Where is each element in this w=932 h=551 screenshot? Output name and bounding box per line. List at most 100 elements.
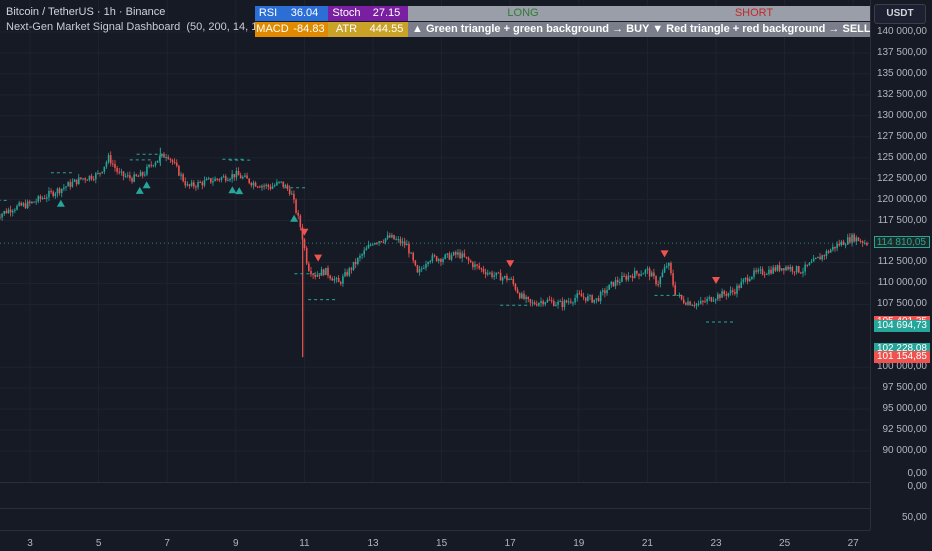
candle-body [834, 246, 836, 249]
candle-body [371, 244, 374, 246]
candle-body [459, 252, 461, 259]
candle-body [246, 175, 248, 179]
candle-body [832, 246, 834, 250]
buy-signal-triangle [142, 181, 151, 189]
candle-body [821, 255, 823, 260]
candle-body [97, 172, 99, 174]
candle-body [446, 253, 449, 255]
candle-body [710, 297, 713, 302]
price-axis-label: 140 000,00 [876, 26, 927, 37]
atr-label: ATR [328, 22, 365, 37]
buy-signal-triangle [56, 199, 65, 207]
candle-body [778, 265, 781, 271]
candle-body [282, 181, 285, 187]
candle-body [508, 279, 510, 281]
candle-body [429, 261, 432, 263]
candle-body [303, 239, 306, 249]
candle-body [88, 175, 91, 180]
currency-selector[interactable]: USDT [874, 4, 926, 24]
candle-body [237, 171, 240, 176]
candle-body [286, 185, 289, 189]
candle-body [631, 275, 634, 279]
rsi-label: RSI [255, 6, 281, 21]
candle-body [501, 277, 504, 281]
candle-body [653, 272, 655, 277]
candle-body [342, 276, 344, 284]
sell-signal-triangle [506, 260, 515, 268]
candle-body [793, 271, 796, 273]
candle-body [619, 281, 621, 283]
candle-body [770, 269, 772, 274]
candle-body [361, 254, 363, 256]
candle-body [352, 261, 355, 270]
candle-body [721, 291, 723, 298]
price-axis-label: 112 500,00 [877, 256, 927, 268]
candle-body [339, 282, 342, 284]
buy-signal-triangle [228, 186, 237, 194]
candle-body [665, 265, 668, 268]
symbol-title[interactable]: Bitcoin / TetherUS · 1h · Binance [6, 6, 166, 18]
candle-body [131, 178, 133, 182]
candle-body [476, 264, 478, 266]
candle-body [604, 290, 606, 294]
price-chart[interactable] [0, 0, 870, 530]
candle-body [506, 275, 508, 280]
candle-body [84, 178, 86, 180]
buy-signal-triangle [235, 187, 244, 195]
indicator-name[interactable]: Next-Gen Market Signal Dashboard [6, 21, 181, 33]
candle-body [63, 187, 65, 189]
candle-body [197, 182, 199, 188]
sell-signal-triangle [314, 254, 323, 262]
candle-body [804, 264, 806, 272]
pane-divider[interactable] [0, 508, 870, 509]
candle-body [214, 178, 216, 182]
candle-body [633, 270, 636, 279]
candle-body [523, 293, 525, 299]
candle-body [840, 241, 843, 246]
candle-body [150, 164, 152, 166]
candle-body [346, 272, 348, 276]
candle-body [146, 166, 148, 175]
candle-body [86, 179, 89, 181]
candle-body [440, 259, 442, 263]
candle-body [388, 235, 391, 238]
candle-body [173, 162, 176, 164]
candle-body [333, 278, 336, 281]
candle-body [706, 298, 708, 302]
candle-body [320, 269, 323, 276]
candle-body [557, 301, 559, 305]
pane-divider[interactable] [0, 482, 870, 483]
candle-body [103, 166, 106, 172]
candle-body [433, 255, 436, 257]
candle-body [780, 268, 783, 271]
candle-body [129, 175, 131, 179]
short-label: SHORT [638, 6, 870, 21]
candle-body [472, 262, 474, 268]
candle-body [43, 198, 46, 200]
candle-body [442, 258, 444, 263]
candle-body [290, 193, 293, 195]
price-axis[interactable]: 140 000,00 137 500,00 135 000,00 132 500,00… [870, 0, 932, 530]
atr-value: 444.55 [365, 22, 408, 37]
candle-body [689, 301, 691, 306]
time-axis-label: 15 [436, 538, 448, 549]
candle-body [263, 185, 265, 187]
sell-signal-triangle [300, 228, 309, 236]
macd-label: MACD [255, 22, 290, 37]
candle-body [457, 252, 459, 255]
candle-body [252, 182, 255, 186]
candle-body [329, 275, 331, 279]
candle-body [497, 272, 500, 274]
candle-body [693, 305, 696, 307]
candle-body [212, 181, 214, 183]
candle-body [114, 164, 116, 168]
candle-body [478, 265, 481, 269]
time-axis-label: 27 [847, 538, 859, 549]
candle-body [216, 178, 219, 180]
candle-body [92, 179, 95, 181]
time-axis[interactable]: 3 5 7 9 11 13 15 17 19 21 23 25 27 [0, 530, 870, 551]
time-axis-label: 11 [299, 538, 310, 549]
candle-body [484, 271, 487, 275]
candle-body [431, 255, 434, 262]
candle-body [95, 173, 97, 180]
